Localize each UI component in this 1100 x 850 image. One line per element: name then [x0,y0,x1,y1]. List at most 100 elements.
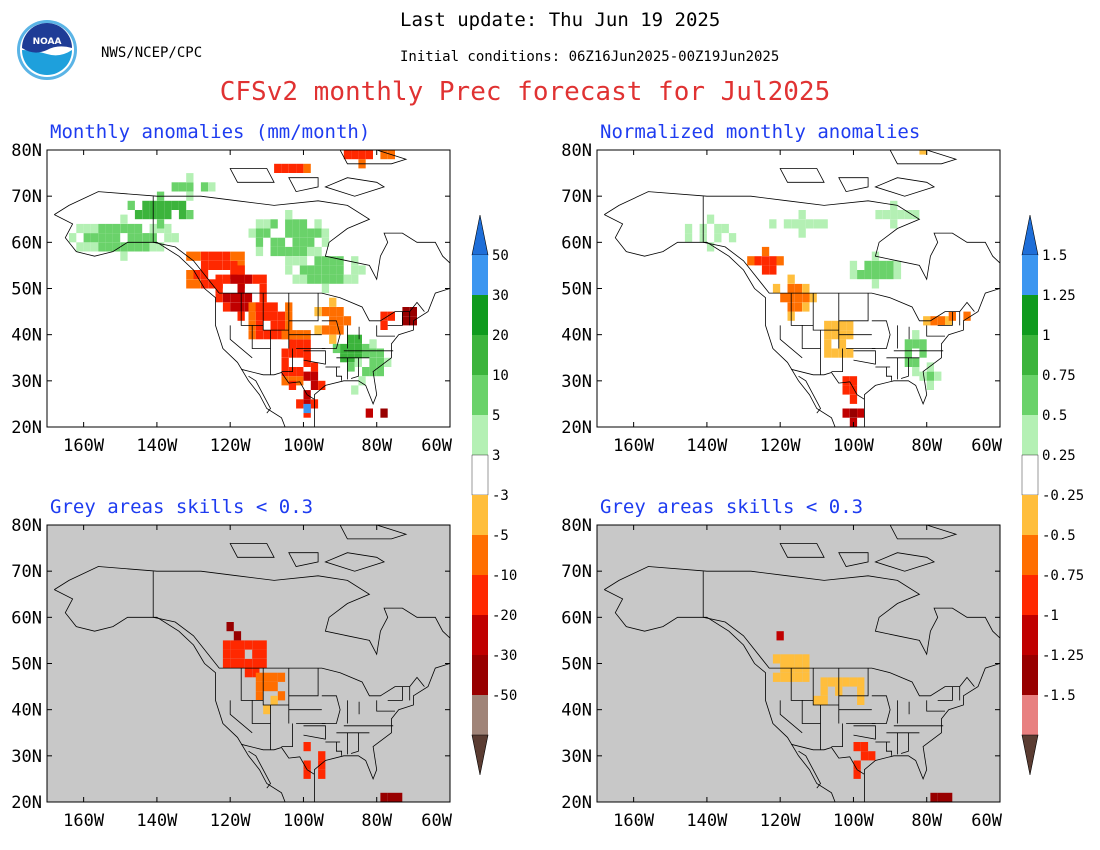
lat-tick-label: 40N [11,326,42,346]
lat-tick-label: 70N [561,187,592,207]
colorbar-swatch [1022,535,1038,575]
lat-tick-label: 20N [561,418,592,438]
lon-tick-label: 60W [971,436,1002,456]
lon-tick-label: 60W [971,811,1002,831]
lon-tick-label: 60W [421,811,452,831]
colorbar-label: 1.5 [1042,248,1067,264]
colorbar-arrow-top [1021,214,1039,256]
colorbar-swatch [1022,375,1038,415]
colorbar-swatch [472,415,488,455]
lat-tick-label: 30N [11,747,42,767]
lat-tick-label: 40N [561,326,592,346]
lat-tick-label: 20N [561,793,592,813]
noaa-logo: NOAA [17,20,77,80]
colorbar-swatch [472,495,488,535]
colorbar-swatch [472,255,488,295]
lon-tick-label: 80W [361,811,392,831]
colorbar-label: -10 [492,568,517,584]
panel-title-normalized: Normalized monthly anomalies [600,121,920,143]
colorbar-swatch [472,615,488,655]
map-background [47,150,450,427]
colorbar-swatch [472,535,488,575]
lat-tick-label: 80N [561,516,592,536]
panel-title-anomalies-skill: Grey areas skills < 0.3 [50,496,313,518]
lon-tick-label: 100W [833,436,875,456]
map-panel-anomalies: 80N 70N 60N 50N 40N 30N 20N 160W 140W 120W 100W 80W… [11,141,452,456]
lat-tick-label: 20N [11,418,42,438]
colorbar-swatch [472,575,488,615]
lon-tick-label: 100W [833,811,875,831]
lon-tick-label: 140W [136,811,178,831]
last-update-text: Last update: Thu Jun 19 2025 [400,9,720,31]
org-text: NWS/NCEP/CPC [101,45,202,61]
colorbar-normalized: 1.5 1.25 1 0.75 0.5 0.25 -0.25 -0.5 -0.75 -1 -1.25… [1021,214,1084,776]
colorbar-swatch [1022,695,1038,735]
lat-tick-label: 30N [561,372,592,392]
colorbar-swatch [1022,615,1038,655]
lat-tick-label: 60N [561,233,592,253]
colorbar-label: -0.75 [1042,568,1084,584]
lon-tick-label: 100W [283,436,325,456]
colorbar-label: 10 [492,368,509,384]
colorbar-arrow-top [471,214,489,256]
colorbar-label: -1.25 [1042,648,1084,664]
colorbar-swatch [472,375,488,415]
initial-conditions-text: Initial conditions: 06Z16Jun2025-00Z19Ju… [400,49,779,65]
colorbar-label: -0.5 [1042,528,1076,544]
colorbar-label: -5 [492,528,509,544]
colorbar-arrow-bottom [471,734,489,776]
colorbar-swatch [472,335,488,375]
map-panel-anomalies-skill: 80N 70N 60N 50N 40N 30N 20N 160W 140W 120W 100W 80W… [11,516,452,831]
lat-tick-label: 70N [11,187,42,207]
lon-tick-label: 120W [760,811,802,831]
colorbar-swatch [1021,454,1039,496]
colorbar-label: -1 [1042,608,1059,624]
colorbar-label: -50 [492,688,517,704]
colorbar-swatch [1022,295,1038,335]
panel-title-normalized-skill: Grey areas skills < 0.3 [600,496,863,518]
lon-tick-label: 120W [210,436,252,456]
map-outlines [604,150,1000,427]
colorbar-label: 5 [492,408,500,424]
lon-tick-label: 160W [613,811,655,831]
lon-tick-label: 140W [686,436,728,456]
colorbar-label: 3 [492,448,500,464]
colorbar-label: -1.5 [1042,688,1076,704]
map-outlines [54,525,450,802]
colorbar-label: 1.25 [1042,288,1076,304]
lat-tick-label: 80N [11,516,42,536]
colorbar-swatch [1022,255,1038,295]
lat-tick-label: 70N [11,562,42,582]
colorbar-swatch [1022,655,1038,695]
lat-tick-label: 50N [561,280,592,300]
lat-tick-label: 60N [11,608,42,628]
lat-tick-label: 50N [11,280,42,300]
colorbar-swatch [472,655,488,695]
lat-tick-label: 80N [561,141,592,161]
lat-tick-label: 20N [11,793,42,813]
colorbar-label: 0.75 [1042,368,1076,384]
lat-tick-label: 40N [11,701,42,721]
lon-tick-label: 80W [911,436,942,456]
lat-tick-label: 60N [11,233,42,253]
colorbar-swatch [1022,575,1038,615]
colorbar-swatch [1022,415,1038,455]
colorbar-swatch [471,454,489,496]
map-outlines [54,150,450,427]
colorbar-label: 0.25 [1042,448,1076,464]
lon-tick-label: 140W [136,436,178,456]
colorbar-anomalies: 50 30 20 10 5 3 -3 -5 -10 -20 -30 -50 [471,214,517,776]
noaa-logo-text: NOAA [33,37,62,47]
lon-tick-label: 100W [283,811,325,831]
map-outlines [604,525,1000,802]
lat-tick-label: 40N [561,701,592,721]
lat-tick-label: 50N [561,655,592,675]
colorbar-arrow-bottom [1021,734,1039,776]
colorbar-label: -20 [492,608,517,624]
lon-tick-label: 140W [686,811,728,831]
colorbar-label: 20 [492,328,509,344]
lat-tick-label: 60N [561,608,592,628]
lon-tick-label: 160W [613,436,655,456]
lat-tick-label: 30N [561,747,592,767]
